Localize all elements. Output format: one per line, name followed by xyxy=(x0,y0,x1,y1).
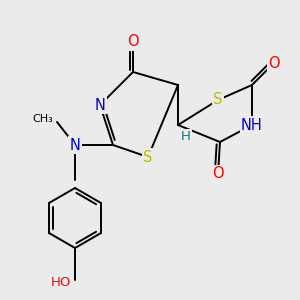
Text: CH₃: CH₃ xyxy=(32,114,53,124)
Text: O: O xyxy=(268,56,280,70)
Text: HO: HO xyxy=(51,277,71,290)
Text: O: O xyxy=(212,167,224,182)
Text: N: N xyxy=(94,98,105,112)
Text: S: S xyxy=(213,92,223,107)
Text: N: N xyxy=(70,137,80,152)
Text: S: S xyxy=(143,149,153,164)
Text: H: H xyxy=(181,130,191,143)
Text: O: O xyxy=(127,34,139,50)
Text: NH: NH xyxy=(241,118,263,133)
